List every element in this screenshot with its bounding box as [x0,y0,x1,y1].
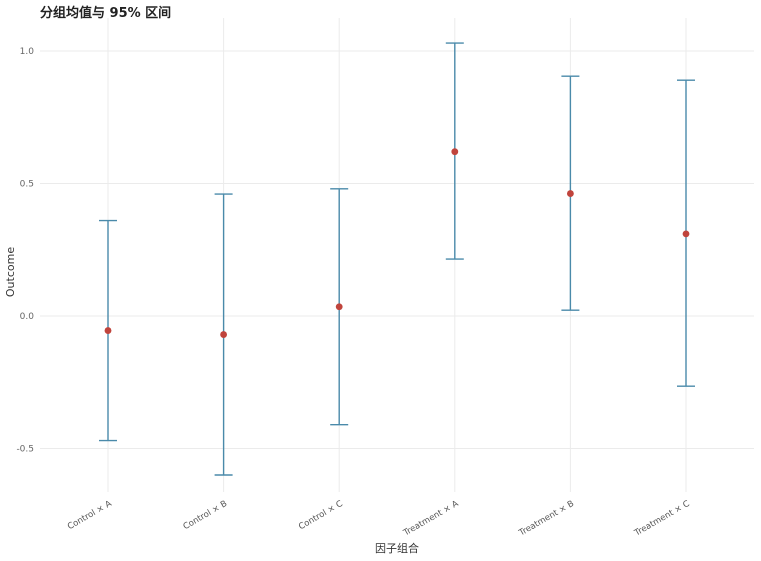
y-tick-label: -0.5 [16,445,34,455]
x-tick-label: Control × B [182,499,230,532]
error-bars [99,42,695,476]
y-tick-label: 0.0 [20,312,35,322]
chart-title: 分组均值与 95% 区间 [40,6,172,21]
x-axis-label: 因子组合 [375,541,419,555]
mean-point [567,190,574,197]
x-tick-label: Treatment × C [632,499,691,539]
mean-point [220,331,228,338]
x-tick-label: Treatment × A [401,499,460,539]
mean-point [335,303,343,311]
mean-point [451,148,459,156]
y-tick-label: 1.0 [20,47,35,57]
x-tick-label: Treatment × B [517,499,576,539]
mean-point [682,230,690,238]
x-tick-labels: Control × A Control × B Control × C Treatme… [66,499,692,539]
x-tick-label: Control × C [297,499,345,532]
x-tick-label: Control × A [66,499,114,532]
mean-point [104,327,112,334]
y-tick-labels: -0.5 0.0 0.5 1.0 [16,47,34,455]
mean-points [104,148,690,338]
y-axis-label: Outcome [4,247,17,297]
grid-lines [40,18,754,492]
y-tick-label: 0.5 [20,180,34,190]
